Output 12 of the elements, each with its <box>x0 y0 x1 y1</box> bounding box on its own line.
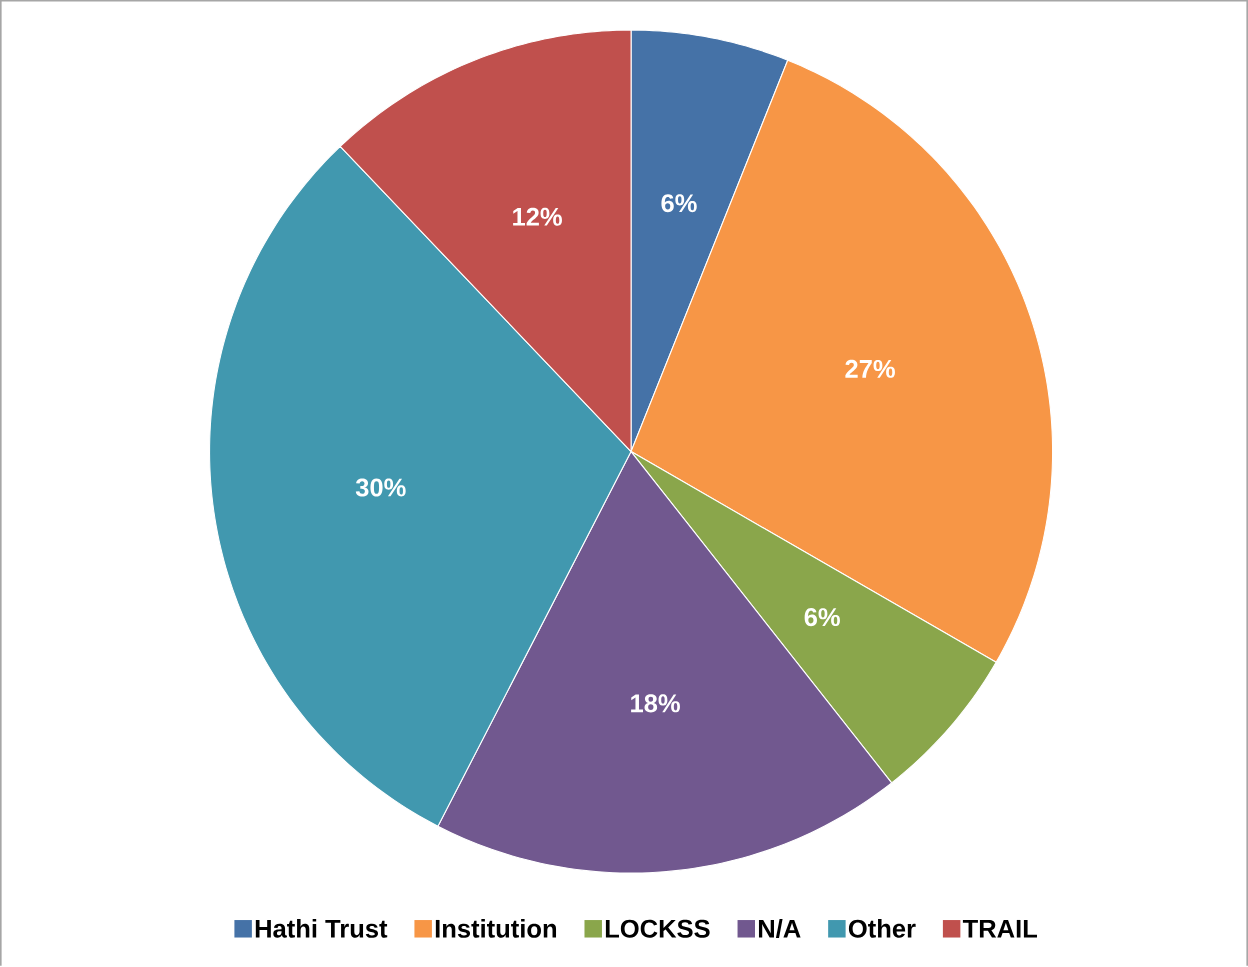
legend-label: TRAIL <box>962 920 1038 938</box>
data-label: 12% <box>513 207 562 226</box>
data-label: 30% <box>355 478 406 497</box>
legend-label: N/A <box>758 919 801 939</box>
legend-label: LOCKSS <box>605 919 710 938</box>
data-label: 6% <box>661 194 697 213</box>
legend-label: Hathi Trust <box>255 919 388 938</box>
data-label: 6% <box>804 608 840 627</box>
legend-label: Other <box>848 919 916 938</box>
legend-label: Institution <box>435 919 557 938</box>
data-label: 27% <box>845 360 895 379</box>
data-label: 18% <box>631 694 680 713</box>
